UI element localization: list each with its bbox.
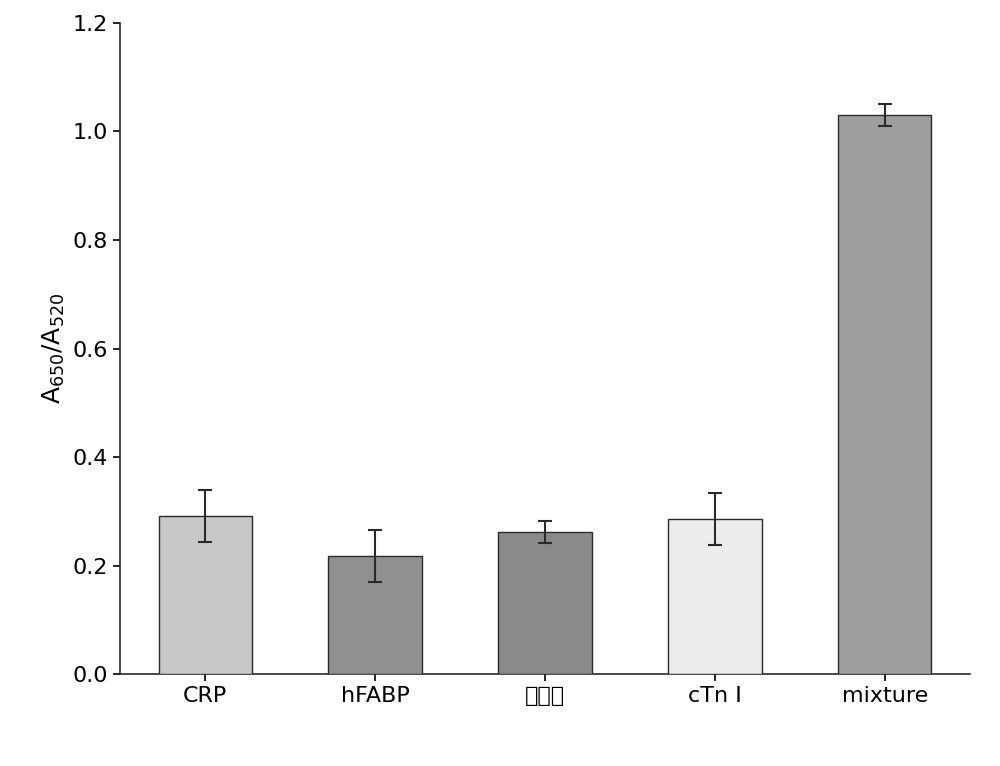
Bar	[838, 115, 931, 674]
Bar	[498, 532, 592, 674]
Bar	[668, 519, 762, 674]
Y-axis label: A$_{650}$/A$_{520}$: A$_{650}$/A$_{520}$	[41, 293, 67, 404]
Bar	[328, 556, 422, 674]
Bar	[159, 516, 252, 674]
